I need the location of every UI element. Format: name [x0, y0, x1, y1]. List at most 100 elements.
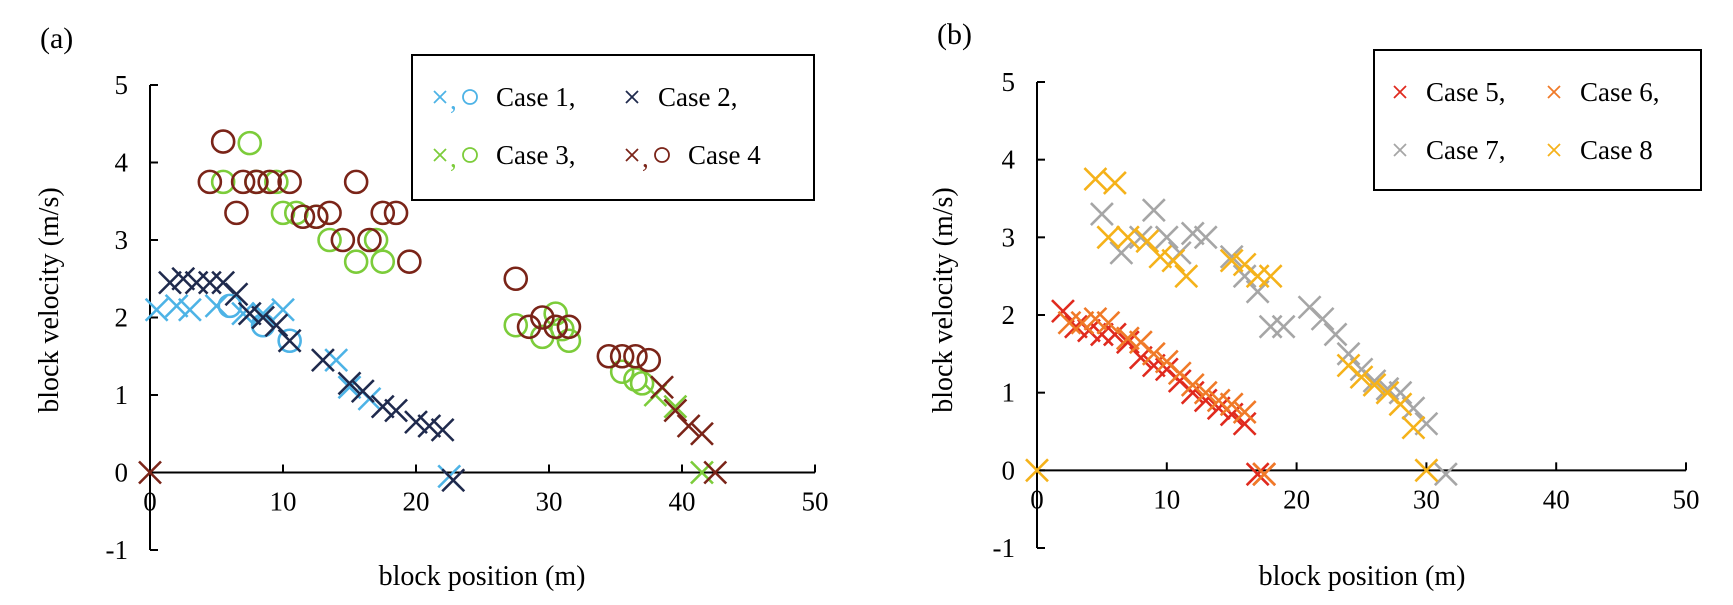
- data-point-x: [324, 348, 349, 373]
- y-tick-label: 5: [1002, 67, 1016, 97]
- data-point-o: [257, 169, 283, 195]
- legend-label: Case 4: [688, 140, 761, 170]
- data-point-o: [317, 200, 342, 226]
- data-point-x: [1180, 221, 1205, 246]
- x-tick-label: 0: [143, 487, 157, 517]
- legend-label: Case 2,: [658, 82, 737, 112]
- x-axis-label: block position (m): [379, 561, 586, 592]
- data-point-x: [663, 398, 688, 423]
- legend-label: Case 8: [1580, 135, 1653, 165]
- y-tick-label: 0: [1002, 455, 1016, 485]
- data-point-x: [1349, 365, 1374, 390]
- data-point-o: [543, 314, 568, 340]
- data-point-o: [556, 314, 582, 340]
- x-tick-label: 20: [403, 487, 430, 517]
- data-point-x: [1245, 462, 1270, 487]
- data-point-x: [237, 301, 262, 326]
- y-tick-label: 1: [1002, 378, 1016, 408]
- data-point-o: [210, 169, 236, 195]
- y-tick-label: 4: [1002, 145, 1016, 175]
- legend-entry: , Case 3,: [433, 140, 575, 173]
- data-point-o: [383, 200, 409, 226]
- data-point-x: [1109, 240, 1134, 265]
- panel-label: (b): [937, 18, 972, 51]
- legend-box: [1373, 49, 1702, 191]
- y-tick-label: 4: [115, 148, 129, 178]
- data-point-x: [271, 297, 295, 322]
- data-point-o: [270, 200, 296, 226]
- data-point-o: [397, 249, 422, 275]
- data-point-o: [516, 314, 542, 340]
- data-point-x: [1232, 411, 1257, 436]
- data-point-o: [357, 227, 382, 253]
- data-point-o: [556, 328, 582, 354]
- x-tick-label: 30: [536, 487, 563, 517]
- data-point-x: [224, 282, 249, 307]
- data-point-o: [596, 343, 622, 369]
- data-point-x: [1323, 322, 1348, 347]
- legend-label: Case 1,: [496, 82, 575, 112]
- data-point-x: [650, 375, 674, 400]
- data-point-x: [177, 297, 202, 322]
- legend-o-marker: [462, 89, 478, 105]
- x-tick-label: 50: [802, 487, 829, 517]
- data-point-x: [1258, 314, 1283, 339]
- legend-o-marker: [462, 147, 478, 163]
- data-point-o: [244, 169, 269, 195]
- data-point-x: [1310, 306, 1335, 331]
- data-point-o: [224, 200, 249, 226]
- data-point-o: [623, 343, 648, 369]
- data-point-o: [317, 227, 342, 253]
- data-point-x: [1362, 372, 1387, 397]
- x-tick-label: 0: [1030, 484, 1044, 514]
- x-tick-label: 10: [1153, 484, 1180, 514]
- data-point-x: [1232, 400, 1257, 425]
- y-tick-label: 3: [1002, 222, 1016, 252]
- data-point-o: [636, 347, 662, 373]
- data-point-x: [370, 394, 395, 419]
- data-point-o: [250, 312, 276, 338]
- legend-entry: Case 7,: [1393, 135, 1505, 165]
- data-point-x: [1401, 396, 1426, 421]
- data-point-x: [1115, 225, 1140, 250]
- data-point-x: [1102, 171, 1127, 195]
- data-point-x: [138, 460, 162, 485]
- legend-box: [411, 54, 815, 201]
- data-point-x: [384, 398, 408, 423]
- data-point-x: [1083, 167, 1108, 192]
- data-point-x: [1057, 310, 1082, 335]
- data-point-x: [1115, 326, 1140, 351]
- data-point-x: [310, 348, 335, 373]
- data-point-x: [404, 410, 428, 435]
- legend-x-marker: [1547, 85, 1561, 99]
- data-point-x: [1070, 310, 1095, 335]
- legend-label: Case 6,: [1580, 77, 1659, 107]
- series-0: [144, 293, 462, 489]
- legend-x-marker: [625, 90, 639, 104]
- legend-entry: , Case 4: [625, 140, 761, 173]
- legend-x-marker: [625, 148, 639, 162]
- x-tick-label: 40: [669, 487, 696, 517]
- y-axis-label: block velocity (m/s): [34, 187, 65, 413]
- y-tick-label: 2: [1002, 300, 1016, 330]
- data-point-x: [1051, 299, 1075, 324]
- data-point-x: [204, 293, 229, 318]
- series-3: [1025, 167, 1439, 483]
- data-point-x: [1388, 392, 1413, 417]
- y-tick-label: 5: [115, 70, 129, 100]
- legend-x-marker: [1393, 85, 1407, 99]
- data-point-o: [370, 249, 396, 275]
- legend-x-marker: [433, 148, 447, 162]
- data-point-x: [1433, 462, 1458, 487]
- data-point-x: [1219, 248, 1244, 273]
- data-point-x: [1258, 264, 1283, 289]
- data-point-x: [1206, 396, 1231, 421]
- legend: Case 5, Case 6, Case 7, Case 8: [1373, 49, 1702, 191]
- data-point-o: [230, 169, 256, 195]
- data-point-x: [277, 328, 302, 353]
- data-point-o: [503, 266, 529, 292]
- data-point-x: [1193, 225, 1218, 250]
- data-point-x: [1193, 380, 1218, 405]
- legend-label: Case 7,: [1426, 135, 1505, 165]
- series-2: [158, 266, 466, 493]
